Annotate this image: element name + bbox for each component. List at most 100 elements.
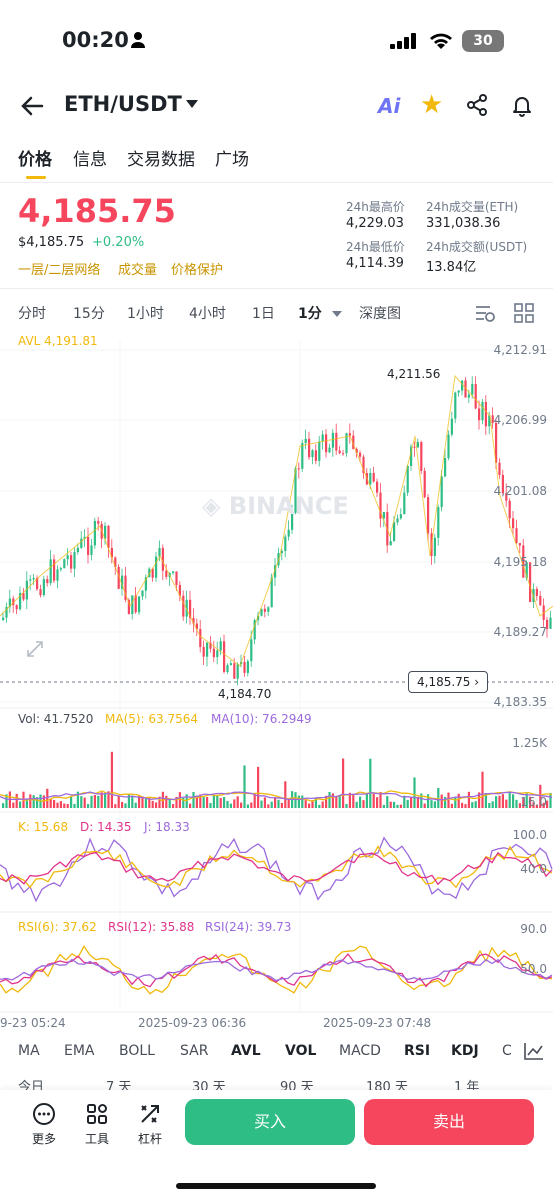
rsi6-line: [0, 945, 553, 995]
candle-body: [362, 456, 365, 474]
chevron-down-icon[interactable]: [186, 100, 198, 108]
interval-timeline[interactable]: 分时: [18, 306, 46, 322]
candle-body: [280, 550, 283, 554]
leverage-label[interactable]: 杠杆: [137, 1132, 162, 1146]
volume-bar: [359, 796, 362, 808]
y-tick: 1.25K: [512, 736, 547, 750]
avl-label: AVL 4,191.81: [18, 334, 98, 348]
volume-bar: [168, 799, 171, 808]
volume-bar: [199, 794, 202, 808]
candle-body: [131, 595, 134, 615]
candle-body: [141, 590, 144, 597]
candle-body: [80, 538, 83, 548]
indicator-macd[interactable]: MACD: [339, 1043, 381, 1059]
volume-bar: [87, 804, 90, 808]
volume-bar: [32, 795, 35, 808]
candle-body: [437, 507, 440, 538]
indicator-vol[interactable]: VOL: [285, 1043, 317, 1059]
volume-bar: [185, 794, 188, 808]
volume-bar: [294, 792, 297, 808]
price-change: +0.20%: [92, 235, 145, 250]
layout-grid-icon[interactable]: [514, 303, 534, 323]
volume-bar: [512, 794, 515, 808]
volume-bar: [430, 800, 433, 808]
interval-4h[interactable]: 4小时: [189, 306, 226, 322]
candle-body: [308, 438, 311, 458]
expand-icon[interactable]: [22, 636, 48, 662]
indicator-chart-icon[interactable]: [524, 1042, 544, 1060]
volume-bar: [250, 802, 253, 808]
volume-bar: [165, 795, 168, 808]
candle-body: [420, 442, 423, 471]
candle-body: [22, 593, 25, 600]
volume-bar: [539, 784, 542, 808]
sell-button[interactable]: 卖出: [364, 1099, 534, 1145]
volume-bar: [427, 794, 430, 808]
volume-bar: [5, 794, 8, 808]
candle-body: [195, 623, 198, 630]
interval-1d[interactable]: 1日: [252, 306, 275, 322]
candle-body: [97, 520, 100, 524]
current-price-label[interactable]: 4,185.75 ›: [408, 671, 489, 693]
stat-value-volume: 331,038.36: [426, 216, 501, 231]
trading-pair-title[interactable]: ETH/USDT: [64, 92, 182, 116]
tag-layer-network[interactable]: 一层/二层网络: [18, 263, 101, 278]
volume-bar: [277, 799, 280, 808]
binance-logo-icon: ◈: [202, 492, 229, 520]
share-icon[interactable]: [465, 93, 489, 117]
indicator-sar[interactable]: SAR: [180, 1043, 209, 1059]
back-arrow-icon[interactable]: [18, 92, 46, 120]
candle-body: [151, 568, 154, 578]
volume-bar: [12, 802, 15, 808]
candle-body: [413, 446, 416, 448]
indicator-avl[interactable]: AVL: [231, 1043, 261, 1059]
interval-depth[interactable]: 深度图: [359, 306, 401, 322]
bell-icon[interactable]: [510, 93, 534, 117]
indicator-ema[interactable]: EMA: [64, 1043, 95, 1059]
interval-1m[interactable]: 1分: [298, 306, 322, 322]
ai-icon[interactable]: Ai: [378, 94, 401, 118]
candle-body: [49, 559, 52, 584]
y-tick: 100.0: [512, 828, 547, 842]
tools-icon[interactable]: [85, 1102, 109, 1126]
volume-bar: [287, 798, 290, 808]
interval-15m[interactable]: 15分: [73, 306, 105, 322]
indicator-rsi[interactable]: RSI: [404, 1043, 431, 1059]
candle-body: [314, 450, 317, 461]
tools-label[interactable]: 工具: [84, 1132, 109, 1146]
volume-bar: [518, 803, 521, 808]
tag-volume[interactable]: 成交量: [118, 263, 158, 278]
candle-body: [219, 641, 222, 651]
volume-bar: [471, 802, 474, 808]
volume-bar: [491, 801, 494, 808]
volume-bar: [423, 803, 426, 808]
indicator-boll[interactable]: BOLL: [119, 1043, 155, 1059]
chevron-down-icon[interactable]: [332, 311, 342, 317]
tab-price[interactable]: 价格: [18, 150, 52, 170]
star-icon[interactable]: ★: [420, 90, 444, 120]
chart-settings-icon[interactable]: [474, 303, 496, 323]
indicator-ma[interactable]: MA: [18, 1043, 40, 1059]
leverage-icon[interactable]: [138, 1102, 162, 1126]
volume-bar: [29, 794, 32, 808]
price-chart[interactable]: [0, 330, 553, 1030]
candle-body: [529, 562, 532, 602]
volume-bar: [53, 799, 56, 808]
indicator-kdj[interactable]: KDJ: [451, 1043, 479, 1059]
candle-body: [505, 493, 508, 501]
more-icon[interactable]: [32, 1102, 56, 1126]
volume-bar: [522, 798, 525, 808]
candle-body: [406, 465, 409, 493]
interval-1h[interactable]: 1小时: [127, 306, 164, 322]
candle-body: [216, 650, 219, 658]
tab-trading-data[interactable]: 交易数据: [127, 150, 195, 170]
more-label[interactable]: 更多: [31, 1132, 56, 1146]
buy-button[interactable]: 买入: [185, 1099, 355, 1145]
tab-info[interactable]: 信息: [73, 150, 107, 170]
candle-body: [42, 579, 45, 596]
tag-price-protection[interactable]: 价格保护: [171, 263, 224, 278]
volume-bar: [342, 758, 345, 808]
indicator-more[interactable]: C: [502, 1043, 512, 1059]
tab-square[interactable]: 广场: [215, 150, 249, 170]
candle-body: [321, 434, 324, 442]
